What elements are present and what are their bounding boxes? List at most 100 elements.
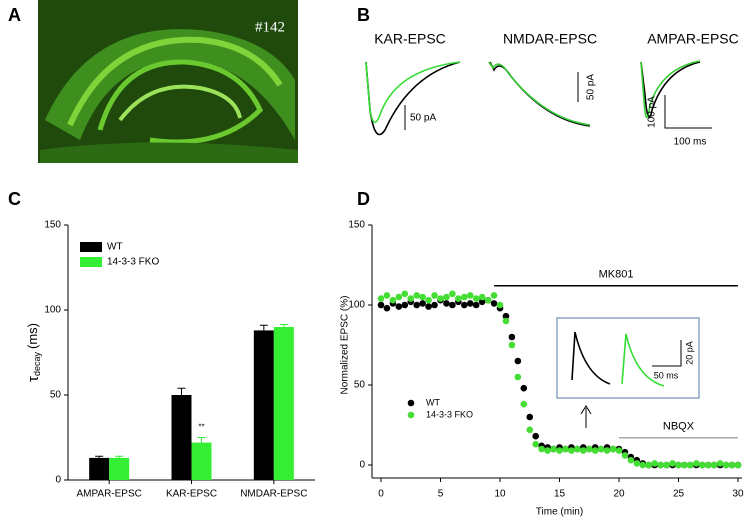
scale-label: 100 ms xyxy=(674,137,707,148)
scale-label: 50 pA xyxy=(586,74,597,100)
data-point xyxy=(574,445,581,453)
data-point xyxy=(526,426,534,434)
data-point xyxy=(449,301,456,309)
inset-scale-label: 20 pA xyxy=(684,341,694,365)
data-point xyxy=(728,461,736,469)
data-point xyxy=(389,296,397,304)
legend-marker xyxy=(407,399,415,407)
y-tick-label: 150 xyxy=(44,220,61,231)
bar xyxy=(191,442,212,480)
data-point xyxy=(609,445,617,453)
x-tick-label: 20 xyxy=(613,489,625,500)
legend-label: WT xyxy=(426,397,440,407)
data-point xyxy=(663,461,670,469)
data-point xyxy=(562,445,569,453)
data-point xyxy=(395,293,403,301)
data-point xyxy=(526,413,534,421)
y-label-symbol: τ xyxy=(25,376,42,382)
data-point xyxy=(461,301,468,309)
data-point xyxy=(419,300,426,307)
scale-label: 50 pA xyxy=(410,113,436,124)
bar xyxy=(89,457,110,480)
data-point xyxy=(580,447,587,454)
error-bar xyxy=(177,387,186,395)
data-point xyxy=(401,301,409,309)
image-annotation: #142 xyxy=(255,19,285,35)
data-point xyxy=(532,440,539,448)
traces xyxy=(365,60,712,136)
data-point xyxy=(520,400,528,408)
error-bar xyxy=(95,455,104,458)
data-point xyxy=(621,452,629,459)
panel-label: A xyxy=(8,5,21,25)
x-tick-label: NMDAR-EPSC xyxy=(240,489,307,500)
data-point xyxy=(550,445,557,453)
data-point xyxy=(544,447,551,454)
micrograph xyxy=(38,0,298,163)
x-tick-label: AMPAR-EPSC xyxy=(76,489,141,500)
y-tick-label: 150 xyxy=(348,220,365,231)
legend-label: WT xyxy=(107,242,123,253)
y-tick-label: 50 xyxy=(354,380,366,391)
data-point xyxy=(425,296,432,304)
trace-title: NMDAR-EPSC xyxy=(503,31,597,47)
data-point xyxy=(508,333,516,341)
error-bar xyxy=(259,324,268,331)
data-point xyxy=(716,460,724,467)
x-tick-label: 25 xyxy=(673,489,685,500)
inset-scale-label: 50 ms xyxy=(654,370,679,380)
error-bar xyxy=(197,437,206,443)
data-point xyxy=(496,301,504,309)
y-label-subscript: decay xyxy=(32,352,42,377)
data-point xyxy=(431,301,438,309)
trace-title: AMPAR-EPSC xyxy=(647,31,739,47)
x-tick-label: 0 xyxy=(378,489,384,500)
bar xyxy=(171,395,192,480)
data-point xyxy=(472,295,480,302)
legend-swatch xyxy=(80,257,102,267)
data-point xyxy=(693,460,700,467)
annotation-label: NBQX xyxy=(663,421,695,433)
y-axis-label: τdecay (ms) xyxy=(25,323,42,382)
y-tick-label: 100 xyxy=(44,305,61,316)
data-point xyxy=(401,290,409,298)
bar xyxy=(253,330,274,480)
data-point xyxy=(425,303,432,310)
bar xyxy=(109,457,130,480)
x-tick-label: 10 xyxy=(494,489,506,500)
data-point xyxy=(431,292,438,299)
x-tick-label: 5 xyxy=(438,489,444,500)
inset xyxy=(556,317,700,428)
data-point xyxy=(675,461,682,469)
data-point xyxy=(585,445,593,453)
significance: ** xyxy=(198,423,204,432)
data-point xyxy=(681,461,688,469)
data-point xyxy=(478,298,486,306)
x-tick-label: KAR-EPSC xyxy=(166,489,217,500)
data-point xyxy=(651,460,658,467)
data-point xyxy=(490,300,498,307)
data-point xyxy=(508,341,516,349)
data-point xyxy=(514,357,522,365)
data-point xyxy=(591,447,599,454)
data-point xyxy=(443,293,450,301)
error-bar xyxy=(279,323,288,327)
data-point xyxy=(704,461,712,469)
bar xyxy=(273,327,294,480)
data-point xyxy=(461,293,468,301)
data-point xyxy=(413,292,421,299)
data-point xyxy=(502,317,510,325)
data-point xyxy=(627,456,635,464)
data-point xyxy=(484,296,492,304)
data-point xyxy=(734,461,742,469)
data-point xyxy=(597,445,605,453)
data-point xyxy=(383,304,391,312)
data-point xyxy=(699,461,706,469)
y-tick-label: 0 xyxy=(55,475,61,486)
data-point xyxy=(722,461,730,469)
error-bar xyxy=(115,455,124,458)
data-point xyxy=(455,295,462,302)
legend-label: 14-3-3 FKO xyxy=(107,257,159,268)
y-tick-label: 100 xyxy=(348,300,365,311)
